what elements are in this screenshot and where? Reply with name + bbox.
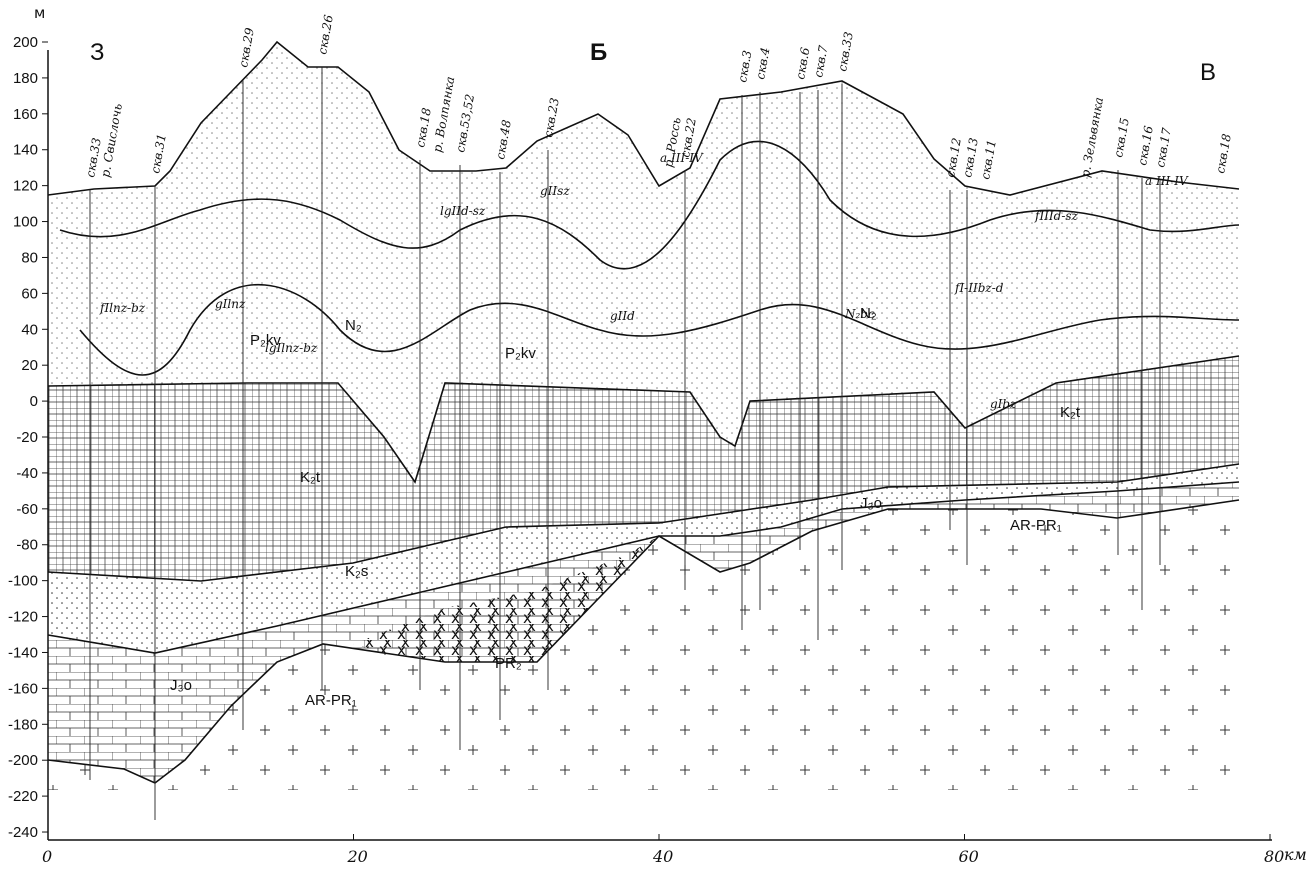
borehole-label: р. Зельвянка	[1078, 96, 1106, 178]
x-tick-label: 40	[652, 847, 673, 866]
x-tick-label: 80	[1264, 847, 1284, 866]
y-tick-label: -100	[8, 573, 38, 590]
y-tick-label: 20	[21, 357, 38, 374]
borehole-label: скв.4	[753, 46, 772, 80]
direction: З	[90, 39, 105, 66]
borehole-label: р. Волпянка	[430, 75, 457, 153]
unit-label: PR₂	[495, 655, 522, 672]
borehole-label: скв.33	[835, 30, 856, 72]
y-tick-label: 40	[21, 321, 38, 338]
unit-label: AR-PR₁	[305, 692, 357, 709]
borehole-label: скв.53,52	[453, 93, 477, 154]
direction: Б	[590, 39, 607, 66]
y-tick-label: -240	[8, 824, 38, 841]
unit-label: lgIlnz-bz	[265, 341, 318, 355]
unit-label: N₂	[345, 317, 362, 334]
y-tick-label: 140	[13, 142, 38, 159]
unit-label: J₃o	[860, 495, 882, 512]
unit-label: K₂s	[345, 563, 368, 580]
unit-label: J₃o	[170, 677, 192, 694]
y-tick-label: -200	[8, 752, 38, 769]
borehole-label: скв.29	[236, 26, 257, 68]
x-tick-label: 0	[42, 847, 52, 866]
y-tick-label: -180	[8, 716, 38, 733]
y-tick-label: 200	[13, 34, 38, 51]
borehole-label: скв.3	[735, 49, 754, 84]
unit-label: K₂t	[300, 469, 321, 486]
unit-label: a III-IV	[660, 151, 704, 165]
unit-label: gIlnz	[215, 297, 246, 311]
unit-label: N₂bc	[844, 307, 875, 321]
unit-label: K₂t	[1060, 404, 1081, 421]
y-tick-label: -220	[8, 788, 38, 805]
y-tick-label: 0	[30, 393, 38, 410]
borehole-label: скв.48	[493, 118, 514, 160]
y-tick-label: 100	[13, 214, 38, 231]
y-tick-label: 180	[13, 70, 38, 87]
y-tick-label: -40	[16, 465, 38, 482]
unit-label: fI-IIbz-d	[954, 281, 1004, 295]
unit-label: lgIId-sz	[440, 204, 486, 218]
borehole-label: скв.16	[1135, 124, 1156, 166]
x-unit: км	[1284, 845, 1307, 864]
unit-label: AR-PR₁	[1010, 517, 1062, 534]
y-tick-label: -60	[16, 501, 38, 518]
unit-label: gIId	[610, 309, 635, 323]
unit-label: gIIsz	[540, 184, 570, 198]
borehole-label: скв.7	[811, 44, 830, 79]
y-tick-label: -120	[8, 609, 38, 626]
borehole-label: скв.6	[793, 46, 812, 81]
y-tick-label: -140	[8, 644, 38, 661]
unit-label: a III-IV	[1145, 174, 1189, 188]
y-tick-label: 160	[13, 106, 38, 123]
y-tick-label: 120	[13, 178, 38, 195]
y-tick-label: -80	[16, 537, 38, 554]
borehole-label: скв.15	[1111, 117, 1132, 159]
borehole-label: скв.11	[978, 139, 999, 181]
y-tick-label: 80	[21, 249, 38, 266]
y-axis-label: м	[34, 4, 45, 22]
borehole-label: скв.13	[960, 136, 981, 178]
geological-section: xx скв.33р. Свислочьскв.31скв.29скв.26ск…	[0, 0, 1315, 870]
y-tick-label: -160	[8, 680, 38, 697]
y-tick-label: -20	[16, 429, 38, 446]
borehole-label: скв.31	[148, 133, 169, 175]
borehole-label: скв.18	[1213, 132, 1234, 174]
unit-label: fIlnz-bz	[99, 301, 146, 315]
direction: В	[1200, 59, 1216, 86]
unit-label: P₂kv	[505, 345, 536, 362]
unit-label: fIIId-sz	[1034, 209, 1079, 223]
y-tick-label: 60	[21, 285, 38, 302]
x-tick-label: 60	[959, 847, 979, 866]
borehole-label: скв.26	[315, 13, 336, 55]
unit-label: gIbz	[990, 397, 1017, 411]
borehole-label: скв.17	[1153, 126, 1174, 168]
x-tick-label: 20	[347, 847, 368, 866]
